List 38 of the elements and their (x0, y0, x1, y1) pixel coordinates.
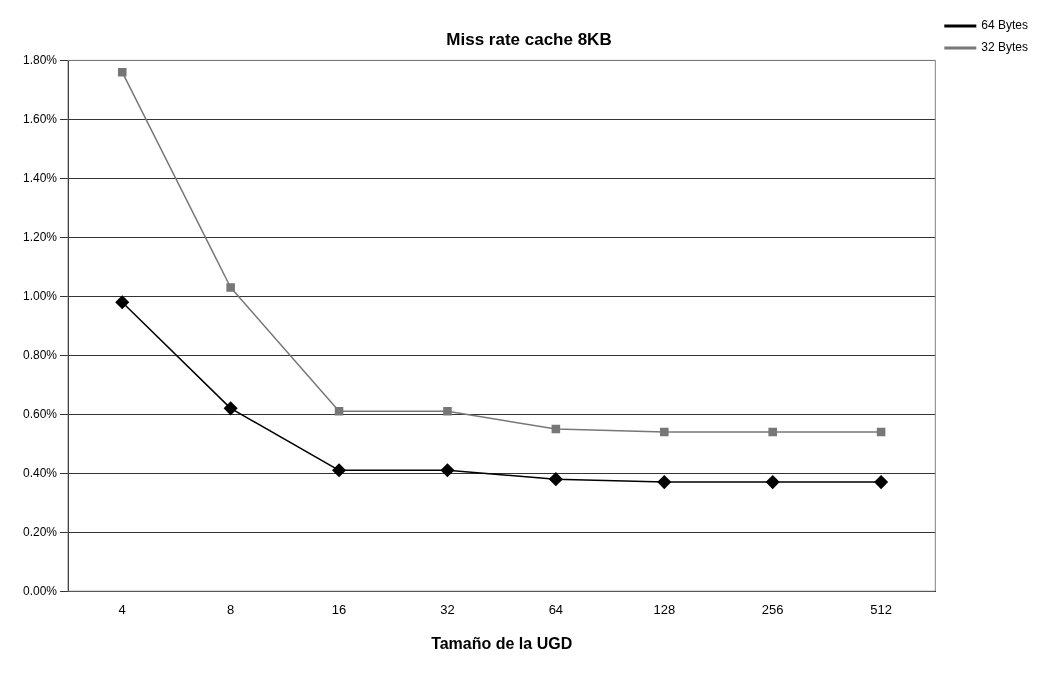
x-axis-title: Tamaño de la UGD (431, 634, 573, 652)
x-tick-label: 16 (331, 601, 347, 617)
x-tick-label: 256 (761, 601, 784, 617)
y-tick-label: 0.40% (22, 465, 58, 480)
point (768, 427, 777, 437)
point (332, 463, 346, 478)
point (440, 463, 455, 478)
y-tick-label: 1.20% (22, 229, 58, 244)
x-tick-label: 512 (870, 601, 892, 617)
point (874, 475, 888, 489)
point (115, 295, 129, 309)
x-tick-label: 8 (227, 601, 235, 617)
point (226, 283, 235, 292)
y-tick-label: 1.60% (22, 111, 58, 126)
legend-label: 64 Bytes (981, 18, 1029, 33)
y-tick-label: 0.80% (22, 347, 58, 362)
point (549, 472, 563, 486)
point (660, 427, 669, 437)
point (876, 427, 886, 437)
point (334, 407, 344, 416)
point (223, 401, 238, 416)
y-tick-label: 1.40% (22, 170, 58, 185)
y-tick-label: 0.60% (22, 406, 58, 421)
point (443, 407, 452, 416)
y-tick-label: 0.20% (22, 524, 58, 539)
y-tick-label: 1.00% (22, 288, 58, 303)
x-tick-label: 4 (118, 601, 126, 617)
legend-label: 32 Bytes (981, 40, 1029, 55)
y-tick-label: 0.00% (22, 583, 58, 598)
x-tick-label: 128 (653, 601, 676, 617)
point (765, 475, 780, 489)
chart-title: Miss rate cache 8KB (446, 29, 612, 49)
x-tick-label: 64 (548, 601, 564, 617)
y-tick-label: 1.80% (22, 52, 58, 67)
x-tick-label: 32 (440, 601, 455, 617)
point (117, 67, 127, 77)
point (657, 475, 672, 489)
point (551, 424, 561, 434)
